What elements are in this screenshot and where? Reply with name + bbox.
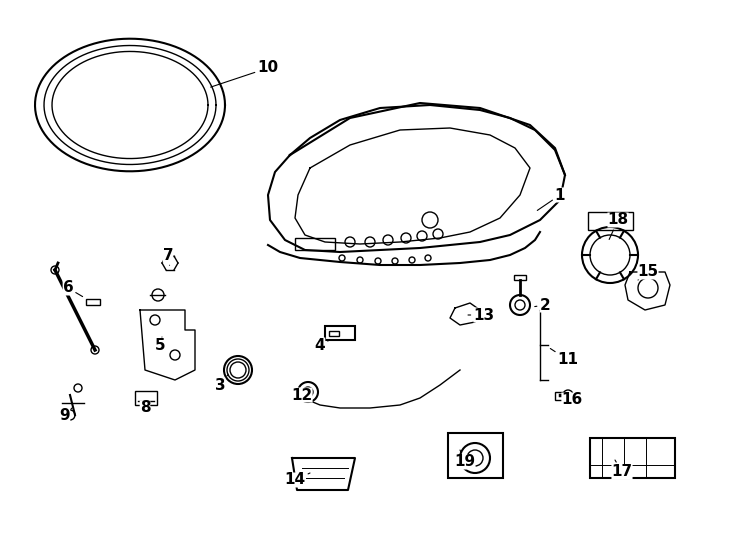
Text: 2: 2 [535,298,550,313]
Text: 12: 12 [291,388,313,402]
Text: 18: 18 [608,213,628,239]
Text: 19: 19 [454,450,476,469]
Bar [590,438,675,478]
Text: 6: 6 [62,280,83,296]
Text: 4: 4 [315,338,328,353]
Text: 14: 14 [285,472,310,488]
Text: 9: 9 [59,408,72,422]
Text: 1: 1 [537,187,565,211]
Text: 15: 15 [637,265,658,280]
Text: 3: 3 [214,374,228,393]
Text: 7: 7 [163,247,173,265]
Text: 17: 17 [611,460,633,480]
Bar [448,433,503,478]
Bar [325,326,355,340]
Bar [588,212,633,230]
Bar [514,275,526,280]
Text: 8: 8 [139,401,150,415]
Text: 16: 16 [562,393,583,408]
Bar [329,331,339,336]
Bar [295,238,335,250]
Text: 5: 5 [155,337,165,353]
Text: 11: 11 [550,348,578,368]
Bar [135,391,157,405]
Text: 10: 10 [211,60,279,87]
Text: 13: 13 [468,307,495,322]
Bar [555,392,565,400]
Bar [86,299,100,305]
